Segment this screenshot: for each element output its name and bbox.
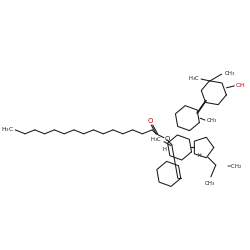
Text: H$_3$C: H$_3$C <box>1 126 14 134</box>
Text: OH: OH <box>235 83 245 88</box>
Text: H$_3$C: H$_3$C <box>150 135 162 144</box>
Text: H: H <box>197 153 201 158</box>
Text: H: H <box>162 147 166 152</box>
Text: O: O <box>165 136 170 142</box>
Text: O: O <box>148 118 153 124</box>
Text: CH$_3$: CH$_3$ <box>204 179 216 188</box>
Text: CH$_3$: CH$_3$ <box>224 69 235 78</box>
Text: CH$_3$: CH$_3$ <box>206 116 218 124</box>
Text: =CH$_2$: =CH$_2$ <box>226 162 242 170</box>
Text: H$_3$C: H$_3$C <box>188 74 200 84</box>
